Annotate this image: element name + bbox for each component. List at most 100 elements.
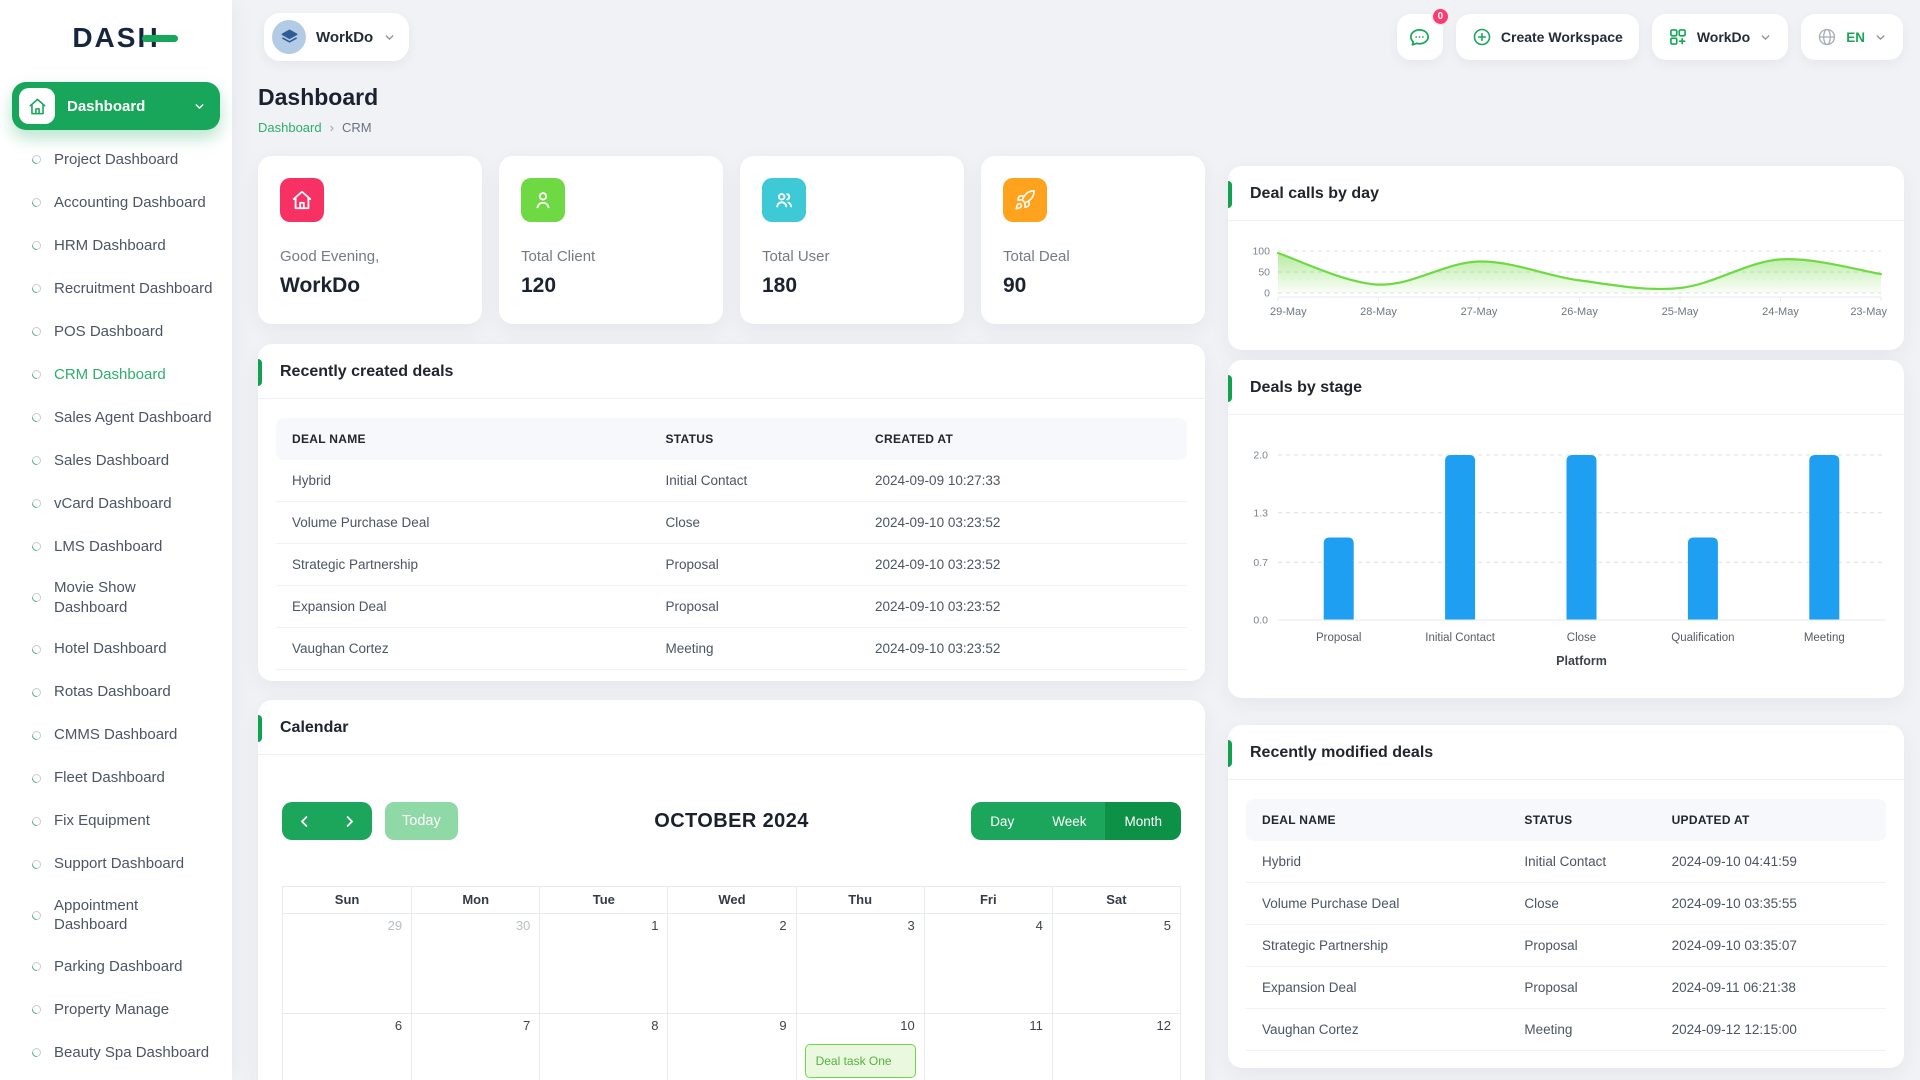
table-cell: 2024-09-11 06:21:38 — [1655, 966, 1886, 1009]
sidebar-item-accounting-dashboard[interactable]: Accounting Dashboard — [0, 181, 232, 224]
next-month-button[interactable] — [327, 802, 372, 840]
day-number: 7 — [523, 1018, 531, 1033]
day-number: 12 — [1156, 1018, 1171, 1033]
calendar-day-29[interactable]: 29 — [283, 914, 412, 1014]
stat-label: Total User — [762, 248, 830, 265]
calendar-day-3[interactable]: 3 — [795, 914, 924, 1014]
calendar-day-9[interactable]: 9 — [667, 1014, 795, 1080]
sidebar-item-hrm-dashboard[interactable]: HRM Dashboard — [0, 224, 232, 267]
view-month-button[interactable]: Month — [1105, 802, 1181, 840]
sidebar-item-label: Fleet Dashboard — [54, 769, 165, 787]
calendar-day-7[interactable]: 7 — [411, 1014, 539, 1080]
svg-text:Qualification: Qualification — [1671, 632, 1734, 644]
table-cell: Expansion Deal — [276, 585, 650, 628]
create-workspace-button[interactable]: Create Workspace — [1455, 14, 1639, 60]
sidebar-item-support-dashboard[interactable]: Support Dashboard — [0, 843, 232, 886]
table-cell: 2024-09-10 03:23:52 — [859, 543, 1187, 586]
workspace-menu-label: WorkDo — [1696, 29, 1751, 45]
column-header-updated-at: UPDATED AT — [1655, 799, 1886, 841]
calendar-week-row: 6 7 8 9 10 Deal task One 11 12 — [283, 1014, 1180, 1080]
table-cell: Volume Purchase Deal — [276, 501, 650, 544]
breadcrumb-dashboard-link[interactable]: Dashboard — [258, 120, 322, 135]
sidebar-item-fix-equipment[interactable]: Fix Equipment — [0, 800, 232, 843]
sidebar-item-sales-agent-dashboard[interactable]: Sales Agent Dashboard — [0, 396, 232, 439]
calendar-day-5[interactable]: 5 — [1051, 914, 1180, 1014]
table-cell: Initial Contact — [649, 460, 860, 502]
sidebar-item-rotas-dashboard[interactable]: Rotas Dashboard — [0, 671, 232, 714]
day-number: 30 — [515, 918, 531, 933]
sidebar-item-hotel-dashboard[interactable]: Hotel Dashboard — [0, 628, 232, 671]
sidebar-item-label: Movie Show Dashboard — [54, 579, 136, 616]
home-icon — [280, 178, 324, 222]
bullet-icon — [30, 1003, 43, 1017]
workspace-selector[interactable]: WorkDo — [264, 13, 410, 61]
sidebar-item-facilities-dashboard[interactable]: Facilities Dashboard — [0, 1074, 232, 1080]
table-cell: 2024-09-10 03:35:55 — [1655, 882, 1886, 925]
sidebar-item-beauty-spa-dashboard[interactable]: Beauty Spa Dashboard — [0, 1031, 232, 1074]
column-header-status: STATUS — [649, 418, 860, 460]
view-day-button[interactable]: Day — [971, 802, 1034, 840]
column-header-created-at: CREATED AT — [859, 418, 1187, 460]
workspace-menu[interactable]: WorkDo — [1651, 14, 1789, 60]
sidebar-item-recruitment-dashboard[interactable]: Recruitment Dashboard — [0, 267, 232, 310]
sidebar-item-parking-dashboard[interactable]: Parking Dashboard — [0, 945, 232, 988]
language-selector[interactable]: EN — [1801, 14, 1903, 60]
table-cell: Volume Purchase Deal — [1246, 882, 1509, 925]
sidebar-item-lms-dashboard[interactable]: LMS Dashboard — [0, 525, 232, 568]
calendar-day-11[interactable]: 11 — [923, 1014, 1052, 1080]
messages-button[interactable]: 0 — [1396, 7, 1450, 60]
sidebar-item-appointment-dashboard[interactable]: Appointment Dashboard — [0, 886, 232, 946]
sidebar-header-dashboard[interactable]: Dashboard — [12, 82, 220, 130]
create-workspace-label: Create Workspace — [1500, 29, 1623, 45]
calendar-day-8[interactable]: 8 — [539, 1014, 667, 1080]
bullet-icon — [30, 540, 43, 553]
bullet-icon — [30, 454, 43, 467]
sidebar-item-pos-dashboard[interactable]: POS Dashboard — [0, 310, 232, 353]
sidebar-item-project-dashboard[interactable]: Project Dashboard — [0, 138, 232, 181]
bullet-icon — [30, 591, 43, 605]
sidebar-item-crm-dashboard[interactable]: CRM Dashboard — [0, 353, 232, 396]
sidebar-item-cmms-dashboard[interactable]: CMMS Dashboard — [0, 714, 232, 757]
rocket-icon — [1003, 178, 1047, 222]
breadcrumb-current: CRM — [341, 120, 372, 135]
calendar-day-10[interactable]: 10 Deal task One — [795, 1014, 924, 1080]
table-cell: Strategic Partnership — [276, 543, 650, 586]
topbar: WorkDo 0 Create Workspace WorkDo EN — [232, 0, 1920, 74]
deals-by-stage-chart: 2.0 1.3 0.7 0.0 Proposal Initial Contact Close… — [1253, 450, 1885, 668]
calendar-day-12[interactable]: 12 — [1051, 1014, 1180, 1080]
app-logo[interactable]: DASH — [0, 0, 232, 76]
calendar-day-6[interactable]: 6 — [283, 1014, 411, 1080]
topbar-actions: 0 Create Workspace WorkDo EN — [1396, 7, 1903, 60]
bullet-icon — [30, 497, 43, 510]
day-number: 10 — [900, 1018, 915, 1033]
prev-month-button[interactable] — [282, 802, 327, 840]
today-button[interactable]: Today — [385, 802, 458, 840]
svg-text:Meeting: Meeting — [1804, 632, 1845, 644]
sidebar-item-property-manage[interactable]: Property Manage — [0, 988, 232, 1031]
sidebar-item-vcard-dashboard[interactable]: vCard Dashboard — [0, 482, 232, 525]
table-row: Expansion Deal Proposal 2024-09-10 03:23:5… — [276, 585, 1187, 628]
view-week-button[interactable]: Week — [1033, 802, 1106, 840]
calendar-day-1[interactable]: 1 — [539, 914, 668, 1014]
deal-calls-chart: 100 50 029-May 28-May 27-May 26-May 25-May 24-M… — [1252, 246, 1887, 319]
workspace-name: WorkDo — [316, 28, 374, 46]
breadcrumb: Dashboard › CRM — [258, 120, 372, 135]
bullet-icon — [30, 1046, 43, 1060]
table-cell: 2024-09-10 03:35:07 — [1655, 924, 1886, 967]
sidebar-item-label: Rotas Dashboard — [54, 683, 171, 701]
bullet-icon — [30, 685, 43, 699]
calendar-day-2[interactable]: 2 — [667, 914, 796, 1014]
chevron-down-icon — [1876, 34, 1885, 40]
stat-value: 90 — [1003, 274, 1027, 297]
sidebar-item-fleet-dashboard[interactable]: Fleet Dashboard — [0, 757, 232, 800]
table-cell: Proposal — [649, 585, 860, 628]
calendar-day-4[interactable]: 4 — [923, 914, 1052, 1014]
sidebar-item-sales-dashboard[interactable]: Sales Dashboard — [0, 439, 232, 482]
language-label: EN — [1846, 29, 1865, 45]
sidebar-item-movie-show-dashboard[interactable]: Movie Show Dashboard — [0, 568, 232, 628]
calendar-day-30[interactable]: 30 — [411, 914, 540, 1014]
calendar-event[interactable]: Deal task One — [804, 1044, 916, 1078]
svg-text:23-May: 23-May — [1850, 306, 1887, 318]
stat-value: 120 — [521, 274, 557, 297]
stat-value: WorkDo — [280, 274, 361, 297]
